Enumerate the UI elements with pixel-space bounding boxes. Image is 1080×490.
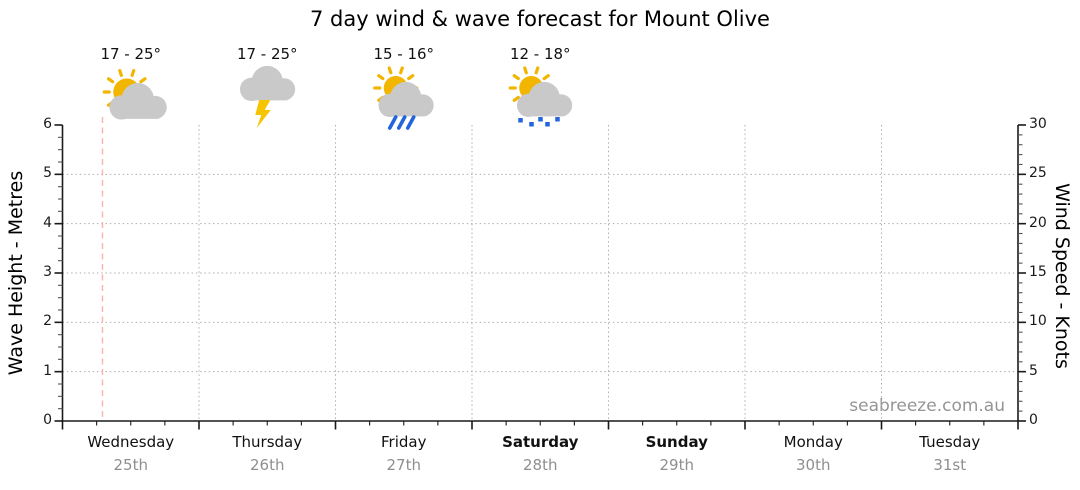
chart-title: 7 day wind & wave forecast for Mount Oli… [310,7,770,31]
sun-cloud-rain-icon [373,66,434,130]
day-name-label: Thursday [232,433,303,451]
left-axis-tick-label: 5 [43,165,52,182]
right-axis [1017,124,1026,422]
temp-range-label: 17 - 25° [100,45,162,63]
right-axis-tick-label: 10 [1029,313,1047,330]
left-axis-tick-label: 6 [43,116,52,132]
day-name-label: Friday [381,433,427,451]
temp-range-label: 15 - 16° [373,45,435,63]
day-date-label: 30th [796,456,831,474]
temp-range-label: 17 - 25° [236,45,298,63]
right-axis-tick-label: 0 [1029,412,1038,428]
left-axis [54,124,64,422]
day-date-label: 28th [523,456,558,474]
right-axis-tick-label: 30 [1029,116,1047,132]
temp-range-label: 12 - 18° [509,45,571,63]
sun-cloud-drizzle-icon [508,66,573,127]
day-date-label: 31st [933,456,967,474]
day-name-label: Tuesday [919,433,981,451]
storm-cloud-lightning-icon [239,65,296,128]
left-axis-tick-label: 0 [43,412,52,428]
day-date-label: 25th [113,456,148,474]
day-name-label: Wednesday [87,433,175,451]
sun-cloud-icon [102,69,167,120]
left-axis-tick-label: 1 [43,362,52,379]
left-axis-tick-label: 2 [43,313,52,330]
left-axis-tick-label: 4 [43,214,52,231]
left-axis-tick-label: 3 [43,264,52,280]
right-axis-tick-label: 20 [1029,214,1047,231]
day-date-label: 29th [659,456,694,474]
right-axis-tick-label: 5 [1029,362,1038,379]
right-axis-tick-label: 15 [1029,264,1047,280]
day-date-label: 27th [386,456,421,474]
day-name-label: Saturday [502,433,579,451]
day-name-label: Monday [783,433,843,451]
day-name-label: Sunday [645,433,708,451]
right-axis-tick-label: 25 [1029,165,1047,182]
day-date-label: 26th [250,456,285,474]
grid-horizontal-lines [62,173,1018,373]
bottom-axis [61,420,1019,430]
watermark: seabreeze.com.au [849,396,1005,416]
